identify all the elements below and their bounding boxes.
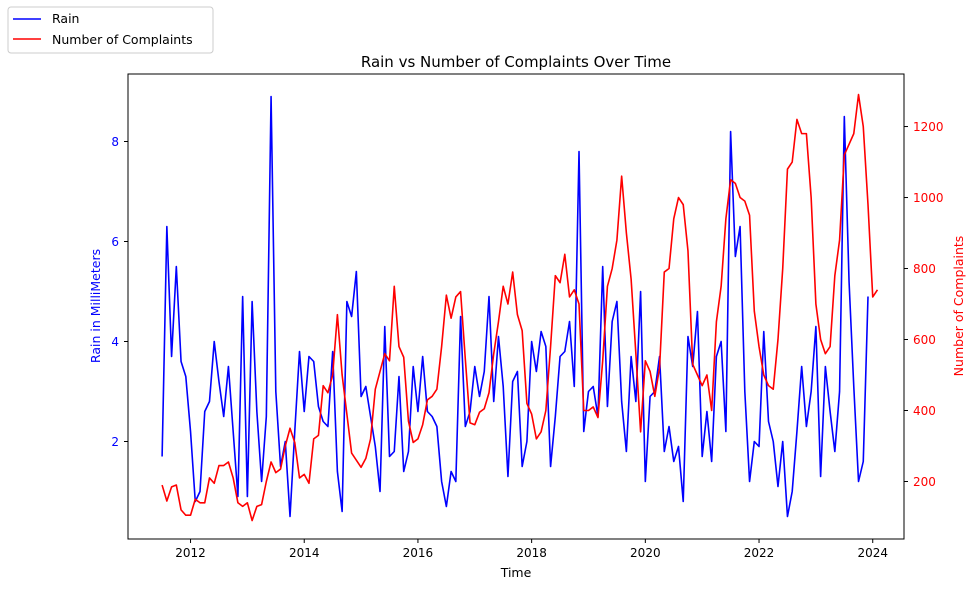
left-y-tick-label: 2 (111, 435, 119, 449)
left-y-tick-label: 6 (111, 235, 119, 249)
complaints-series-line (161, 93, 879, 522)
legend-complaints-label: Number of Complaints (52, 32, 193, 47)
axis-layer: 2012 2014 2016 2018 2020 2022 2024 2 4 6 8 200 400 60… (111, 120, 943, 560)
right-y-tick-label: 400 (913, 404, 936, 418)
x-tick-label: 2022 (744, 546, 775, 560)
left-y-tick-label: 8 (111, 135, 119, 149)
left-y-tick-label: 4 (111, 335, 119, 349)
series-layer (161, 93, 879, 522)
plot-area-frame (127, 73, 905, 540)
right-y-tick-label: 1200 (913, 120, 944, 134)
right-y-axis-label: Number of Complaints (951, 236, 966, 377)
legend-rain-label: Rain (52, 11, 79, 26)
legend-box (7, 6, 214, 54)
x-tick-label: 2018 (516, 546, 547, 560)
right-y-tick-label: 1000 (913, 191, 944, 205)
x-tick-label: 2020 (630, 546, 661, 560)
right-y-tick-label: 600 (913, 333, 936, 347)
right-y-tick-label: 800 (913, 262, 936, 276)
x-tick-label: 2012 (175, 546, 206, 560)
left-y-axis-label: Rain in MilliMeters (88, 249, 103, 363)
x-tick-label: 2024 (857, 546, 888, 560)
right-y-tick-label: 200 (913, 475, 936, 489)
chart-title: Rain vs Number of Complaints Over Time (361, 53, 671, 71)
x-tick-label: 2014 (289, 546, 320, 560)
rain-series-line (161, 95, 869, 518)
x-tick-label: 2016 (403, 546, 434, 560)
x-axis-label: Time (500, 565, 532, 580)
legend: Rain Number of Complaints (7, 6, 214, 54)
